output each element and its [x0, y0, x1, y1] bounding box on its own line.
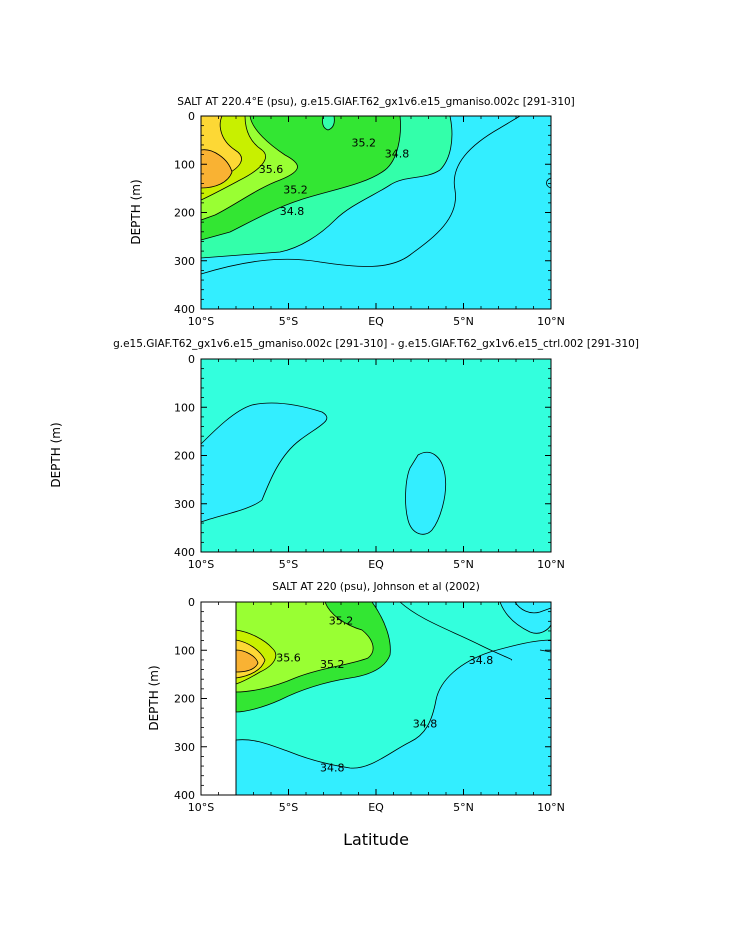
panel-3-title: SALT AT 220 (psu), Johnson et al (2002) [272, 581, 480, 593]
panel-1-xtick-label: 5°S [279, 315, 298, 328]
panel-1-xtick-label: 10°N [537, 315, 565, 328]
panel-3-contour-label: 34.8 [413, 718, 438, 731]
panel-3-plot-area [201, 601, 552, 796]
panel-1-contour-label: 35.2 [283, 183, 308, 196]
panel-3-xtick-label: 5°S [279, 801, 298, 814]
panel-3-contour-tick-line [539, 649, 552, 653]
panel-3-axes: 10°S 5°S EQ 5°N 10°N 0 100 200 300 400 [174, 596, 565, 814]
panel-3-xtick-label: 10°N [537, 801, 565, 814]
panel-3-contour-labels: 35.2 35.6 35.2 34.8 34.8 34.8 [276, 614, 493, 774]
panel-1-contour-label: 34.8 [280, 205, 305, 218]
panel-3-contour-label: 34.8 [320, 761, 345, 774]
panel-2-axes: 10°S 5°S EQ 5°N 10°N 0 100 200 300 400 [174, 353, 565, 571]
panel-3-ytick-label: 0 [188, 596, 195, 609]
panel-1-ytick-label: 0 [188, 110, 195, 123]
panel-2-negative-region-east [405, 451, 447, 535]
panel-1-plot-area [200, 115, 552, 309]
panel-2-plot-area [200, 359, 551, 552]
panel-1-contour-label: 35.2 [352, 137, 377, 150]
panel-1-contour-34.6-line [200, 115, 521, 275]
panel-1-xtick-label: 10°S [188, 315, 214, 328]
panel-2-ytick-label: 0 [188, 353, 195, 366]
panel-2-xtick-label: 5°N [453, 558, 474, 571]
panel-2-xtick-label: EQ [368, 558, 384, 571]
panel-3-contour-label: 35.2 [329, 614, 354, 627]
panel-2-negative-region-west [200, 402, 328, 523]
panel-2-ytick-label: 100 [174, 401, 195, 414]
panel-2-ytick-label: 200 [174, 450, 195, 463]
panel-3-ylabel: DEPTH (m) [147, 665, 161, 730]
panel-1: SALT AT 220.4°E (psu), g.e15.GIAF.T62_gx… [129, 96, 575, 328]
panel-1-xtick-label: EQ [368, 315, 384, 328]
panel-3-xtick-label: EQ [368, 801, 384, 814]
panel-2-ylabel: DEPTH (m) [49, 422, 63, 487]
panel-2-xtick-label: 10°N [537, 558, 565, 571]
panel-3-ytick-label: 400 [174, 789, 195, 802]
panel-3: SALT AT 220 (psu), Johnson et al (2002) [147, 581, 565, 849]
panel-1-contour-labels: 35.6 35.2 34.8 35.2 34.8 [259, 137, 410, 219]
panel-3-contour-34.6 [235, 639, 552, 796]
panel-3-ytick-label: 200 [174, 693, 195, 706]
panel-3-ytick-label: 300 [174, 741, 195, 754]
panel-1-axes: 10°S 5°S EQ 5°N 10°N 0 100 200 300 400 [174, 110, 565, 328]
panel-3-contour-upper-right [499, 601, 552, 634]
panel-1-ylabel: DEPTH (m) [129, 179, 143, 244]
panel-3-xlabel: Latitude [343, 830, 409, 849]
panel-1-ytick-label: 100 [174, 158, 195, 171]
panel-2-ytick-label: 400 [174, 546, 195, 559]
panel-3-contour-label: 35.6 [276, 651, 301, 664]
panel-1-contour-35.8 [200, 149, 233, 189]
panel-1-contour-label: 35.6 [259, 163, 284, 176]
panel-3-contour-upper-right-line [514, 601, 552, 614]
panel-2-xtick-label: 10°S [188, 558, 214, 571]
panel-2-ytick-label: 300 [174, 498, 195, 511]
panel-1-ytick-label: 300 [174, 255, 195, 268]
panel-3-xtick-label: 5°N [453, 801, 474, 814]
panel-2-title: g.e15.GIAF.T62_gx1v6.e15_gmaniso.002c [2… [113, 338, 639, 350]
panel-3-xtick-label: 10°S [188, 801, 214, 814]
panel-1-contour-label: 34.8 [385, 148, 410, 161]
panel-1-ytick-label: 200 [174, 207, 195, 220]
panel-1-contour-edge-line [546, 177, 552, 189]
panel-1-title: SALT AT 220.4°E (psu), g.e15.GIAF.T62_gx… [177, 96, 575, 108]
panel-1-ytick-label: 400 [174, 303, 195, 316]
panel-3-contour-label: 34.8 [469, 654, 494, 667]
panel-1-contour-small [322, 115, 335, 131]
panel-3-ytick-label: 100 [174, 644, 195, 657]
panel-1-xtick-label: 5°N [453, 315, 474, 328]
panel-3-contour-34.8-line [399, 601, 513, 661]
panel-2: g.e15.GIAF.T62_gx1v6.e15_gmaniso.002c [2… [49, 338, 639, 571]
panel-2-xtick-label: 5°S [279, 558, 298, 571]
panel-3-contour-label: 35.2 [320, 658, 345, 671]
panel-3-contour-35.2 [235, 601, 374, 693]
panel-3-contour-35.8 [235, 649, 259, 673]
